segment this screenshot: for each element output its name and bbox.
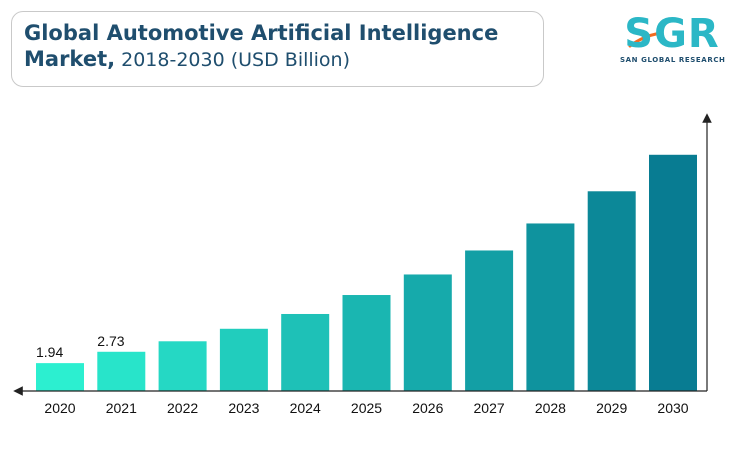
- data-label: 1.94: [36, 344, 63, 360]
- sgr-logo: SGR SAN GLOBAL RESEARCH: [620, 11, 726, 74]
- bar-2025: [342, 295, 391, 391]
- chart-title-line1: Global Automotive Artificial Intelligenc…: [24, 21, 499, 45]
- x-tick-label: 2027: [474, 400, 505, 416]
- bar-2024: [281, 313, 330, 391]
- x-tick-label: 2026: [412, 400, 443, 416]
- bar-2023: [219, 328, 268, 391]
- bar-2030: [649, 154, 697, 391]
- logo-swoosh-icon: [628, 32, 658, 48]
- logo-mark: SGR: [624, 11, 720, 57]
- chart-title-subtitle: 2018-2030 (USD Billion): [115, 49, 351, 71]
- data-label: 2.73: [97, 333, 124, 349]
- x-tick-label: 2028: [535, 400, 566, 416]
- bar-2028: [526, 223, 575, 391]
- x-tick-label: 2022: [167, 400, 198, 416]
- bar-2021: [97, 351, 146, 391]
- x-tick-label: 2024: [290, 400, 321, 416]
- bar-2026: [403, 274, 452, 391]
- bar-2027: [465, 250, 514, 391]
- chart-title-market: Market,: [24, 47, 116, 71]
- x-tick-label: 2025: [351, 400, 382, 416]
- x-tick-label: 2020: [44, 400, 75, 416]
- chart-title-line2: Market, 2018-2030 (USD Billion): [24, 46, 543, 73]
- x-tick-label: 2030: [657, 400, 688, 416]
- bars-layer: [36, 154, 697, 391]
- x-tick-label: 2029: [596, 400, 627, 416]
- logo-subtitle: SAN GLOBAL RESEARCH: [620, 56, 726, 64]
- title-box: Global Automotive Artificial Intelligenc…: [11, 11, 544, 87]
- bar-2029: [587, 191, 636, 391]
- x-tick-label: 2021: [106, 400, 137, 416]
- x-tick-label: 2023: [228, 400, 259, 416]
- labels-layer: 2020 1.94 2021 2.73 2022 2023 2024 2025 2026 2027…: [36, 333, 689, 416]
- bar-2020: [36, 363, 84, 391]
- bar-2022: [158, 341, 207, 391]
